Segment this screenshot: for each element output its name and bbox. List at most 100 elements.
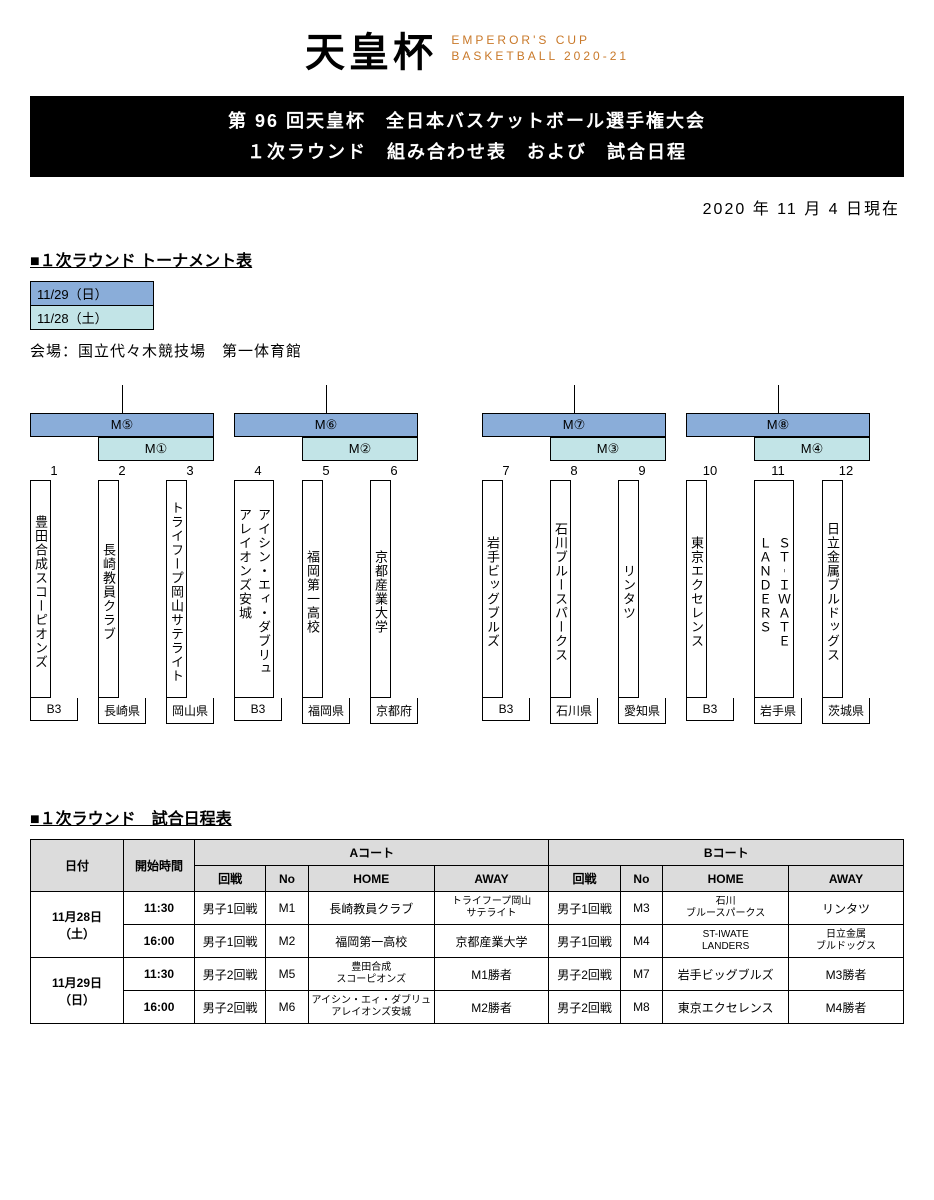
cell-home-a: アイシン・エィ・ダブリュアレイオンズ安城 xyxy=(308,991,434,1024)
team-slot: 3トライフープ岡山サテライト岡山県 xyxy=(166,463,214,724)
team-seed: 9 xyxy=(618,463,666,478)
date-legend: 11/29（日） 11/28（土） xyxy=(30,281,904,330)
team-seed: 12 xyxy=(822,463,870,478)
th-time: 開始時間 xyxy=(123,840,194,892)
cell-no-b: M7 xyxy=(620,958,663,991)
title-bar: 第 96 回天皇杯 全日本バスケットボール選手権大会 １次ラウンド 組み合わせ表… xyxy=(30,96,904,177)
cell-round-a: 男子2回戦 xyxy=(195,958,266,991)
th-court-b: Bコート xyxy=(549,840,904,866)
round2-match: M⑥ xyxy=(234,413,418,437)
cell-away-a: 京都産業大学 xyxy=(434,925,549,958)
team-seed: 7 xyxy=(482,463,530,478)
th-court-a: Aコート xyxy=(195,840,549,866)
team-name: ＳＴ︲ＩＷＡＴＥＬＡＮＤＥＲＳ xyxy=(754,480,794,698)
team-region: 岩手県 xyxy=(754,698,802,724)
team-seed: 4 xyxy=(234,463,282,478)
team-name: 石川ブルースパークス xyxy=(550,480,571,698)
cell-round-a: 男子1回戦 xyxy=(195,925,266,958)
logo: 天皇杯 EMPEROR'S CUP BASKETBALL 2020-21 xyxy=(30,20,904,78)
title-line1: 第 96 回天皇杯 全日本バスケットボール選手権大会 xyxy=(38,106,896,137)
team-name: 長崎教員クラブ xyxy=(98,480,119,698)
bracket-stem xyxy=(574,385,575,413)
cell-no-b: M4 xyxy=(620,925,663,958)
cell-no-a: M2 xyxy=(266,925,309,958)
cell-away-b: M3勝者 xyxy=(789,958,904,991)
round1-match: M③ xyxy=(550,437,666,461)
team-name: トライフープ岡山サテライト xyxy=(166,480,187,698)
schedule-row: 11月28日（土）11:30男子1回戦M1長崎教員クラブトライフープ岡山サテライ… xyxy=(31,892,904,925)
cell-round-a: 男子1回戦 xyxy=(195,892,266,925)
th-home-b: HOME xyxy=(663,866,789,892)
team-region: 京都府 xyxy=(370,698,418,724)
cell-round-b: 男子1回戦 xyxy=(549,925,620,958)
cell-no-a: M5 xyxy=(266,958,309,991)
logo-en-line2: BASKETBALL 2020-21 xyxy=(451,49,629,63)
team-seed: 8 xyxy=(550,463,598,478)
team-region: 岡山県 xyxy=(166,698,214,724)
th-away-a: AWAY xyxy=(434,866,549,892)
team-name: 京都産業大学 xyxy=(370,480,391,698)
team-seed: 5 xyxy=(302,463,350,478)
logo-jp: 天皇杯 xyxy=(305,20,437,78)
team-region: 長崎県 xyxy=(98,698,146,724)
team-region: B3 xyxy=(234,698,282,721)
schedule-thead: 日付 開始時間 Aコート Bコート 回戦 No HOME AWAY 回戦 No … xyxy=(31,840,904,892)
venue: 会場：国立代々木競技場 第一体育館 xyxy=(30,340,904,361)
team-name: 東京エクセレンス xyxy=(686,480,707,698)
round2-match: M⑤ xyxy=(30,413,214,437)
cell-away-a: M2勝者 xyxy=(434,991,549,1024)
team-name: 岩手ビッグブルズ xyxy=(482,480,503,698)
team-seed: 10 xyxy=(686,463,734,478)
cell-no-a: M6 xyxy=(266,991,309,1024)
team-name: 豊田合成スコーピオンズ xyxy=(30,480,51,698)
cell-no-a: M1 xyxy=(266,892,309,925)
team-name: アイシン・エィ・ダブリュアレイオンズ安城 xyxy=(234,480,274,698)
team-seed: 11 xyxy=(754,463,802,478)
team-slot: 8石川ブルースパークス石川県 xyxy=(550,463,598,724)
cell-date: 11月29日（日） xyxy=(31,958,124,1024)
cell-home-a: 長崎教員クラブ xyxy=(308,892,434,925)
team-slot: 2 長崎教員クラブ長崎県 xyxy=(98,463,146,724)
cell-time: 11:30 xyxy=(123,958,194,991)
cell-home-a: 福岡第一高校 xyxy=(308,925,434,958)
legend-saturday: 11/28（土） xyxy=(30,306,154,330)
round1-match: M② xyxy=(302,437,418,461)
team-slot: 12日立金属ブルドッグス茨城県 xyxy=(822,463,870,724)
round1-match: M④ xyxy=(754,437,870,461)
team-slot: 5福岡第一高校福岡県 xyxy=(302,463,350,724)
team-slot: 6京都産業大学京都府 xyxy=(370,463,418,724)
th-home-a: HOME xyxy=(308,866,434,892)
cell-no-b: M3 xyxy=(620,892,663,925)
team-slot: 11 ＳＴ︲ＩＷＡＴＥＬＡＮＤＥＲＳ岩手県 xyxy=(754,463,802,724)
cell-home-a: 豊田合成スコーピオンズ xyxy=(308,958,434,991)
title-line2: １次ラウンド 組み合わせ表 および 試合日程 xyxy=(38,137,896,168)
cell-round-b: 男子1回戦 xyxy=(549,892,620,925)
team-seed: 1 xyxy=(30,463,78,478)
round1-match: M① xyxy=(98,437,214,461)
round2-match: M⑧ xyxy=(686,413,870,437)
team-slot: 1 豊田合成スコーピオンズB3 xyxy=(30,463,78,721)
team-region: 茨城県 xyxy=(822,698,870,724)
team-region: B3 xyxy=(686,698,734,721)
team-region: B3 xyxy=(30,698,78,721)
team-seed: 2 xyxy=(98,463,146,478)
cell-home-b: 石川ブルースパークス xyxy=(663,892,789,925)
logo-en-line1: EMPEROR'S CUP xyxy=(451,33,590,47)
th-no-a: No xyxy=(266,866,309,892)
cell-no-b: M8 xyxy=(620,991,663,1024)
cell-away-a: トライフープ岡山サテライト xyxy=(434,892,549,925)
schedule-row: 11月29日（日）11:30男子2回戦M5豊田合成スコーピオンズM1勝者男子2回… xyxy=(31,958,904,991)
cell-date: 11月28日（土） xyxy=(31,892,124,958)
cell-home-b: ST-IWATELANDERS xyxy=(663,925,789,958)
team-slot: 7岩手ビッグブルズB3 xyxy=(482,463,530,721)
th-date: 日付 xyxy=(31,840,124,892)
th-no-b: No xyxy=(620,866,663,892)
team-region: 愛知県 xyxy=(618,698,666,724)
th-away-b: AWAY xyxy=(789,866,904,892)
schedule-row: 16:00男子1回戦M2福岡第一高校京都産業大学男子1回戦M4ST-IWATEL… xyxy=(31,925,904,958)
logo-en: EMPEROR'S CUP BASKETBALL 2020-21 xyxy=(451,33,629,64)
schedule-table: 日付 開始時間 Aコート Bコート 回戦 No HOME AWAY 回戦 No … xyxy=(30,839,904,1024)
cell-away-b: リンタツ xyxy=(789,892,904,925)
section-bracket-heading: ■１次ラウンド トーナメント表 xyxy=(30,247,904,271)
team-name: リンタツ xyxy=(618,480,639,698)
